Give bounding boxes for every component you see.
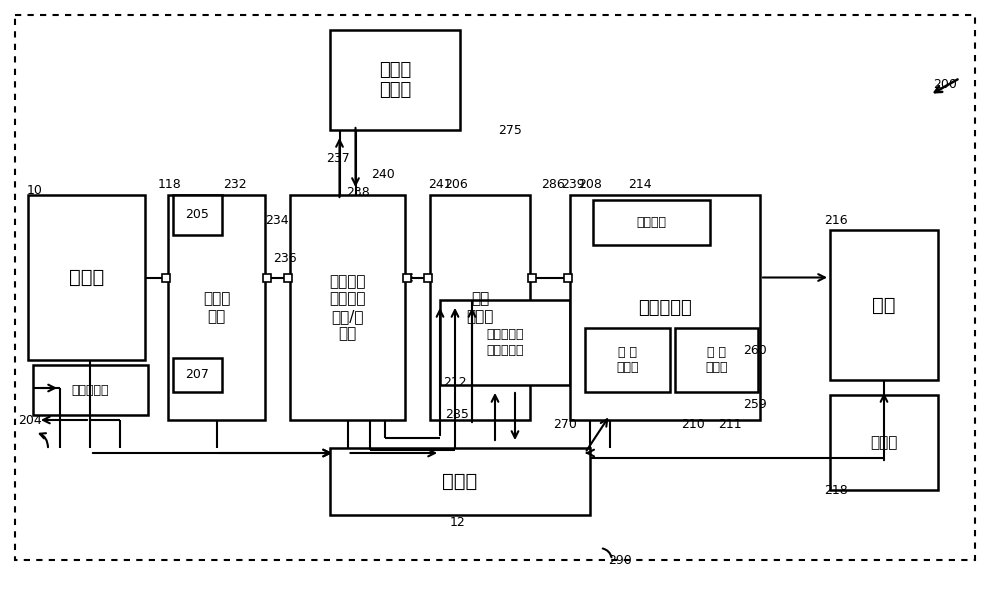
Text: 239: 239 bbox=[561, 178, 585, 191]
Bar bbox=[263, 274, 271, 281]
Text: 212: 212 bbox=[443, 376, 467, 389]
Bar bbox=[28, 195, 145, 360]
Bar bbox=[173, 195, 222, 235]
Text: 206: 206 bbox=[444, 178, 468, 191]
Text: 259: 259 bbox=[743, 398, 767, 411]
Bar bbox=[173, 358, 222, 392]
Text: 齿 轮
离合器: 齿 轮 离合器 bbox=[705, 346, 728, 374]
Text: 208: 208 bbox=[578, 178, 602, 191]
Text: 260: 260 bbox=[743, 343, 767, 356]
Bar bbox=[564, 274, 572, 281]
Text: 270: 270 bbox=[553, 418, 577, 431]
Text: 发动机: 发动机 bbox=[69, 268, 104, 287]
Bar bbox=[570, 195, 760, 420]
Text: 扭矩转换器
闭锁离合器: 扭矩转换器 闭锁离合器 bbox=[486, 329, 524, 356]
Text: 286: 286 bbox=[541, 178, 565, 191]
Text: 电能存
储装置: 电能存 储装置 bbox=[379, 61, 411, 99]
Text: 234: 234 bbox=[265, 213, 289, 226]
Text: 前 向
离合器: 前 向 离合器 bbox=[616, 346, 639, 374]
Text: 118: 118 bbox=[158, 178, 182, 191]
Bar bbox=[440, 300, 570, 385]
Text: 285: 285 bbox=[445, 408, 469, 421]
Text: 214: 214 bbox=[628, 178, 652, 191]
Bar bbox=[330, 448, 590, 515]
Text: 12: 12 bbox=[450, 515, 466, 528]
Bar bbox=[830, 230, 938, 380]
Bar bbox=[585, 328, 670, 392]
Bar bbox=[528, 274, 536, 281]
Text: 双质量
飞轮: 双质量 飞轮 bbox=[203, 291, 230, 324]
Text: 275: 275 bbox=[498, 124, 522, 137]
Bar bbox=[424, 274, 432, 281]
Text: 204: 204 bbox=[18, 414, 42, 427]
Bar bbox=[593, 200, 710, 245]
Text: 236: 236 bbox=[273, 252, 297, 265]
Text: 238: 238 bbox=[346, 187, 370, 200]
Bar bbox=[33, 365, 148, 415]
Text: 控制器: 控制器 bbox=[442, 472, 478, 491]
Bar bbox=[168, 195, 265, 420]
Text: 10: 10 bbox=[27, 183, 43, 196]
Text: 自动变速器: 自动变速器 bbox=[638, 298, 692, 317]
Bar bbox=[162, 274, 170, 281]
Bar bbox=[290, 195, 405, 420]
Bar bbox=[675, 328, 758, 392]
Text: 240: 240 bbox=[371, 168, 395, 181]
Text: 241: 241 bbox=[428, 178, 452, 191]
Bar bbox=[330, 30, 460, 130]
Text: 290: 290 bbox=[608, 554, 632, 567]
Text: 216: 216 bbox=[824, 213, 848, 226]
Bar bbox=[403, 274, 411, 281]
Text: 扭矩致动器: 扭矩致动器 bbox=[72, 384, 109, 397]
Text: 车轮: 车轮 bbox=[872, 296, 896, 314]
Bar bbox=[284, 274, 292, 281]
Bar bbox=[430, 195, 530, 420]
Text: 210: 210 bbox=[681, 418, 705, 431]
Text: 机械油泵: 机械油泵 bbox=[637, 216, 666, 229]
Text: 200: 200 bbox=[933, 79, 957, 92]
Text: 207: 207 bbox=[186, 369, 209, 382]
Bar bbox=[830, 395, 938, 490]
Text: 205: 205 bbox=[186, 209, 209, 222]
Text: 218: 218 bbox=[824, 483, 848, 496]
Text: 237: 237 bbox=[326, 151, 350, 164]
Text: 集成有传
动系的起
动机/发
电机: 集成有传 动系的起 动机/发 电机 bbox=[329, 274, 366, 341]
Text: 232: 232 bbox=[223, 178, 247, 191]
Text: 制动器: 制动器 bbox=[870, 435, 898, 450]
Text: 211: 211 bbox=[718, 418, 742, 431]
Text: 扭矩
转换器: 扭矩 转换器 bbox=[466, 291, 494, 324]
